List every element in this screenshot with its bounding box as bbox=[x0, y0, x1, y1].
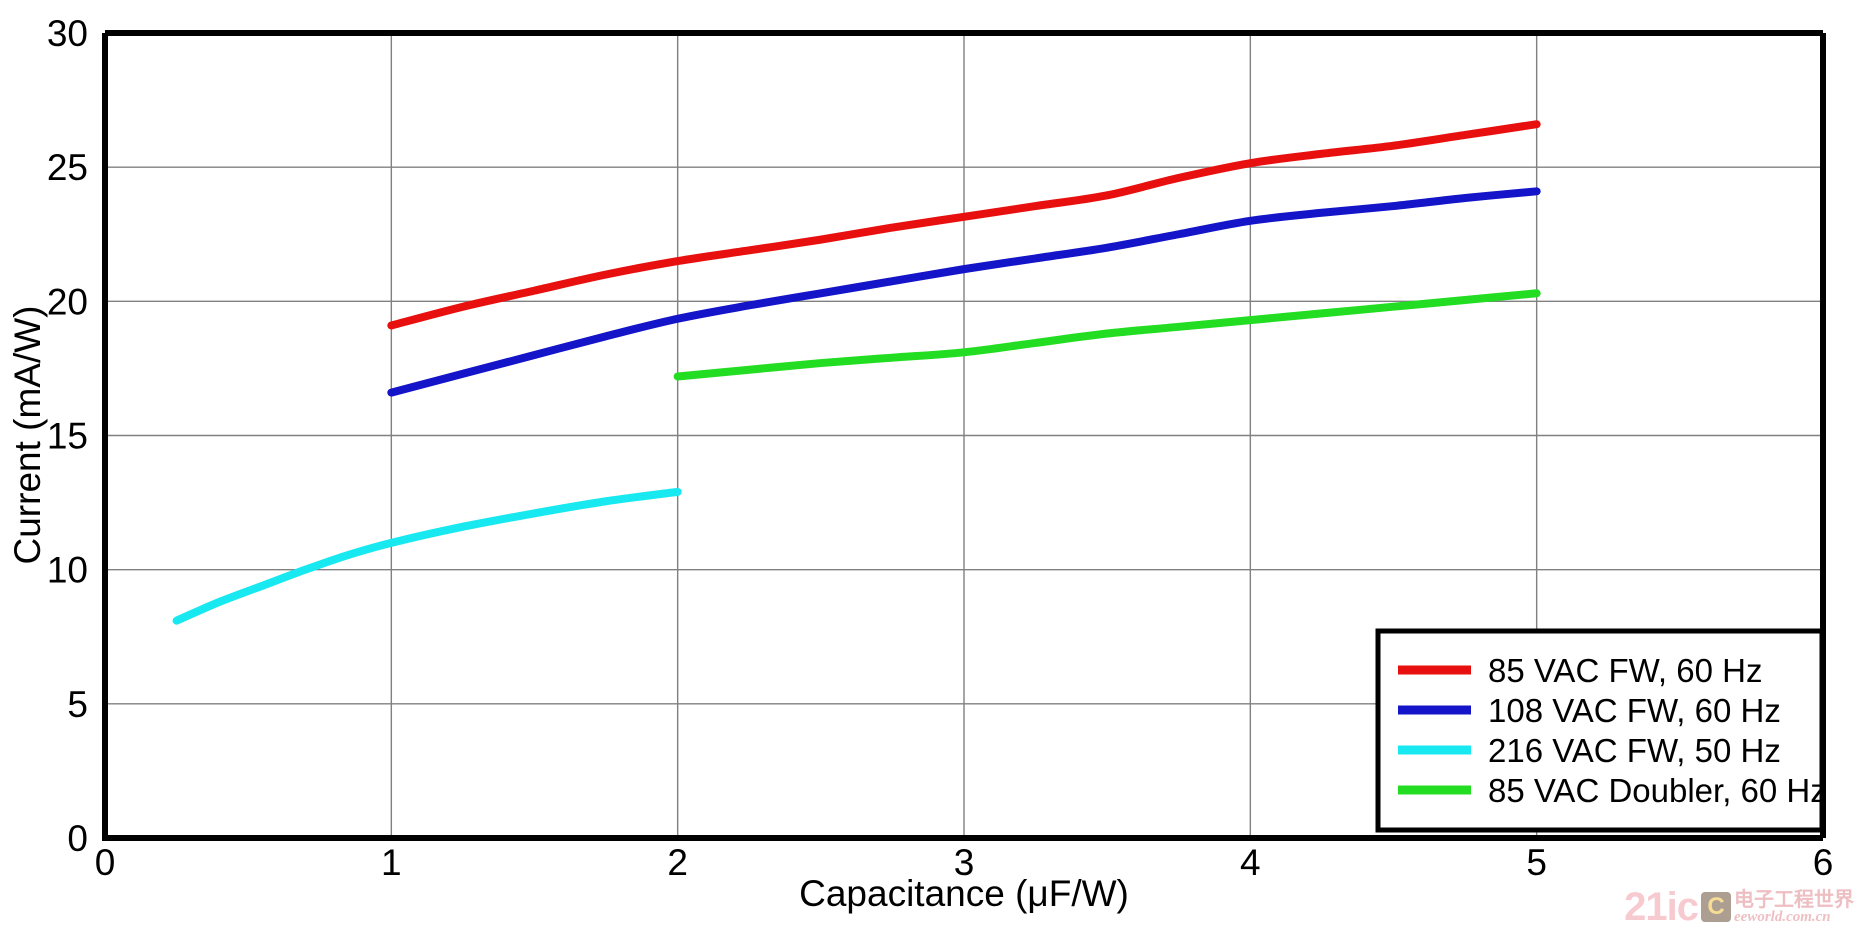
legend-label-0: 85 VAC FW, 60 Hz bbox=[1488, 652, 1762, 689]
series-line-1 bbox=[387, 187, 1541, 397]
y-tick-label: 10 bbox=[47, 550, 88, 591]
series-group bbox=[172, 120, 1541, 625]
legend-label-3: 85 VAC Doubler, 60 Hz bbox=[1488, 772, 1827, 809]
y-tick-label: 5 bbox=[67, 684, 88, 725]
x-tick-labels: 0 1 2 3 4 5 6 bbox=[95, 842, 1834, 883]
x-tick-label: 3 bbox=[954, 842, 975, 883]
y-axis-title: Current (mA/W) bbox=[7, 306, 48, 565]
y-tick-label: 30 bbox=[47, 13, 88, 54]
series-line-0 bbox=[387, 120, 1541, 330]
legend-label-2: 216 VAC FW, 50 Hz bbox=[1488, 732, 1781, 769]
legend-box bbox=[1375, 628, 1825, 833]
axis-frame bbox=[102, 33, 1823, 841]
legend-label-1: 108 VAC FW, 60 Hz bbox=[1488, 692, 1781, 729]
series-line-3 bbox=[673, 289, 1541, 381]
y-tick-label: 15 bbox=[47, 416, 88, 457]
series-line-2 bbox=[172, 487, 682, 625]
y-tick-labels: 0 5 10 15 20 25 30 bbox=[47, 13, 88, 859]
y-tick-label: 20 bbox=[47, 281, 88, 322]
y-tick-label: 0 bbox=[67, 818, 88, 859]
x-tick-label: 6 bbox=[1813, 842, 1834, 883]
x-tick-label: 4 bbox=[1240, 842, 1261, 883]
gridlines bbox=[105, 33, 1823, 838]
x-tick-label: 1 bbox=[381, 842, 402, 883]
x-tick-label: 0 bbox=[95, 842, 116, 883]
x-axis-title: Capacitance (μF/W) bbox=[799, 873, 1129, 914]
x-tick-label: 5 bbox=[1526, 842, 1547, 883]
y-tick-label: 25 bbox=[47, 147, 88, 188]
x-tick-label: 2 bbox=[667, 842, 688, 883]
